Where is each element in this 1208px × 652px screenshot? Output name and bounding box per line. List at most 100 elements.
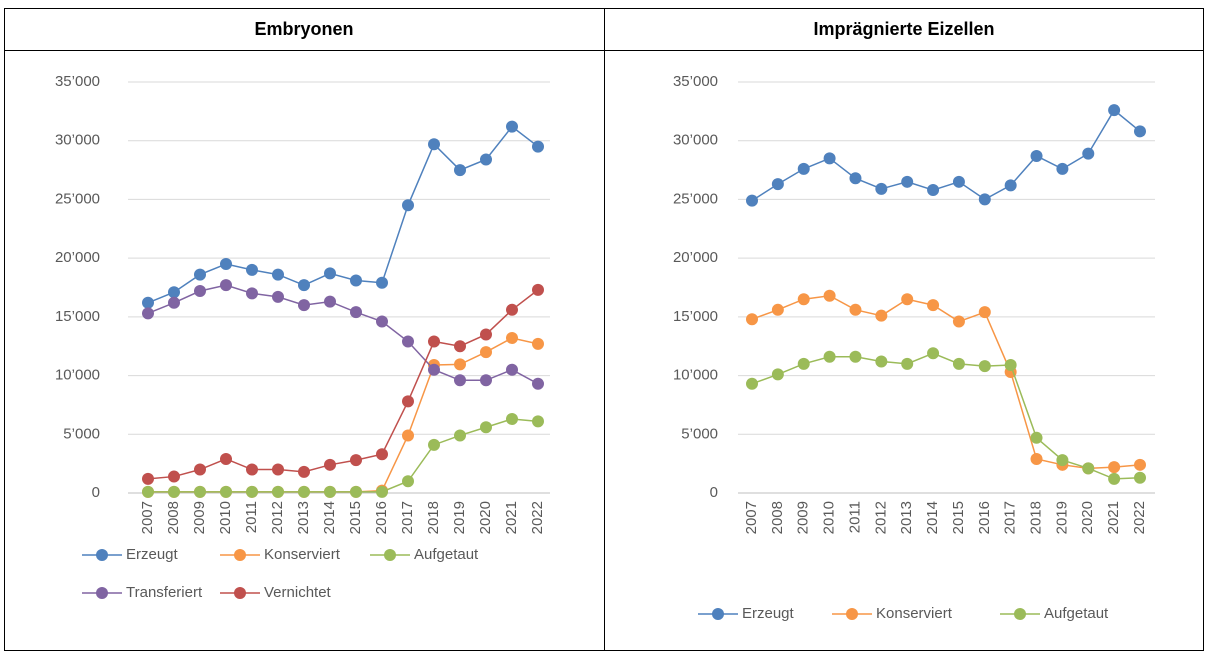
series-line bbox=[751, 352, 1141, 480]
data-point bbox=[1030, 431, 1043, 444]
y-tick-label: 15’000 bbox=[673, 308, 718, 325]
data-point bbox=[823, 350, 836, 363]
y-tick-label: 0 bbox=[710, 484, 718, 501]
data-point bbox=[1056, 454, 1069, 467]
legend-marker bbox=[1014, 608, 1026, 620]
data-point bbox=[376, 276, 388, 289]
data-point bbox=[746, 313, 758, 326]
data-point bbox=[927, 347, 940, 360]
data-point bbox=[875, 182, 888, 195]
data-point bbox=[246, 263, 258, 276]
data-point bbox=[168, 296, 180, 309]
legend-marker bbox=[234, 549, 246, 561]
data-point bbox=[506, 331, 518, 344]
data-point bbox=[142, 307, 154, 320]
data-point bbox=[454, 374, 466, 387]
y-tick-label: 0 bbox=[92, 484, 100, 501]
x-tick-label: 2014 bbox=[321, 501, 338, 534]
series-line bbox=[148, 418, 539, 493]
y-tick-label: 25’000 bbox=[55, 190, 100, 207]
data-point bbox=[402, 335, 414, 348]
y-tick-label: 30’000 bbox=[55, 132, 100, 149]
data-point bbox=[454, 164, 466, 177]
data-point bbox=[428, 438, 440, 451]
legend-label: Erzeugt bbox=[742, 605, 795, 622]
data-point bbox=[1134, 471, 1146, 484]
x-tick-label: 2018 bbox=[425, 501, 442, 534]
x-tick-label: 2020 bbox=[1079, 501, 1096, 534]
data-point bbox=[901, 293, 914, 306]
legend-marker bbox=[96, 587, 108, 599]
x-tick-label: 2020 bbox=[477, 501, 494, 534]
data-point bbox=[402, 429, 414, 442]
x-tick-label: 2019 bbox=[1053, 501, 1070, 534]
data-point bbox=[875, 309, 888, 322]
x-tick-label: 2007 bbox=[743, 501, 760, 534]
x-tick-label: 2022 bbox=[529, 501, 546, 534]
x-tick-label: 2015 bbox=[347, 501, 364, 534]
data-point bbox=[746, 377, 758, 390]
data-point bbox=[220, 485, 232, 498]
x-tick-label: 2013 bbox=[295, 501, 312, 534]
chart-title: Imprägnierte Eizellen bbox=[813, 19, 994, 39]
data-point bbox=[142, 485, 154, 498]
data-point bbox=[1004, 179, 1017, 192]
data-point bbox=[1030, 452, 1043, 465]
data-point bbox=[298, 279, 310, 292]
data-point bbox=[1134, 458, 1146, 471]
data-point bbox=[532, 337, 544, 350]
data-point bbox=[246, 485, 258, 498]
data-point bbox=[1108, 104, 1121, 117]
data-point bbox=[376, 485, 388, 498]
data-point bbox=[771, 178, 784, 191]
data-point bbox=[532, 415, 544, 428]
data-point bbox=[506, 303, 518, 316]
data-point bbox=[797, 357, 810, 370]
data-point bbox=[823, 152, 836, 165]
data-point bbox=[324, 458, 336, 471]
x-tick-label: 2013 bbox=[898, 501, 915, 534]
y-tick-label: 20’000 bbox=[55, 249, 100, 266]
x-tick-label: 2011 bbox=[846, 501, 863, 533]
data-point bbox=[142, 472, 154, 485]
data-point bbox=[849, 172, 862, 185]
x-tick-label: 2012 bbox=[872, 501, 889, 534]
data-point bbox=[1030, 149, 1043, 162]
data-point bbox=[350, 274, 362, 287]
data-point bbox=[1108, 472, 1121, 485]
x-tick-label: 2021 bbox=[1105, 501, 1122, 534]
series-line bbox=[147, 289, 539, 480]
x-tick-label: 2017 bbox=[1002, 501, 1019, 534]
legend-marker bbox=[846, 608, 858, 620]
data-point bbox=[901, 175, 914, 188]
data-point bbox=[532, 377, 544, 390]
y-tick-label: 10’000 bbox=[673, 367, 718, 384]
legend-label: Aufgetaut bbox=[414, 546, 479, 563]
data-point bbox=[220, 258, 232, 271]
data-point bbox=[454, 358, 466, 371]
data-point bbox=[298, 299, 310, 312]
data-point bbox=[1134, 125, 1146, 138]
y-tick-label: 5’000 bbox=[63, 425, 100, 442]
data-point bbox=[1056, 162, 1069, 175]
data-point bbox=[168, 485, 180, 498]
data-point bbox=[324, 295, 336, 308]
y-tick-label: 10’000 bbox=[55, 367, 100, 384]
data-point bbox=[272, 463, 284, 476]
data-point bbox=[376, 448, 388, 461]
data-point bbox=[194, 463, 206, 476]
data-point bbox=[480, 346, 492, 359]
y-tick-label: 25’000 bbox=[673, 190, 718, 207]
legend-label: Konserviert bbox=[876, 605, 953, 622]
data-point bbox=[506, 413, 518, 426]
data-point bbox=[402, 475, 414, 488]
data-point bbox=[480, 328, 492, 341]
x-tick-label: 2009 bbox=[795, 501, 812, 534]
legend-marker bbox=[712, 608, 724, 620]
data-point bbox=[350, 306, 362, 319]
data-point bbox=[454, 429, 466, 442]
data-point bbox=[849, 350, 862, 363]
data-point bbox=[220, 279, 232, 292]
x-tick-label: 2010 bbox=[217, 501, 234, 534]
